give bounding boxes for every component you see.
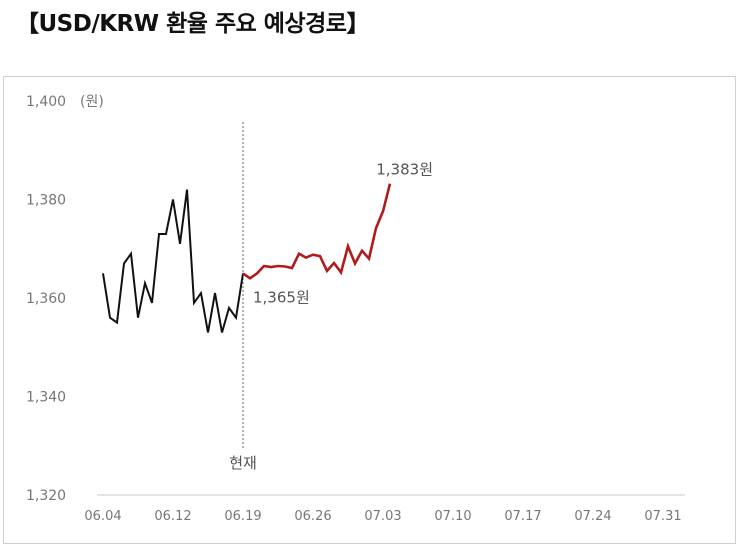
y-unit-label: (원) [80,94,104,110]
x-tick-label: 07.24 [574,509,611,524]
y-tick-label: 1,360 [26,291,66,307]
y-tick-labels: 1,400 1,380 1,360 1,340 1,320 [26,94,66,504]
current-value-label: 1,365원 [253,288,310,306]
end-value-label: 1,383원 [376,161,433,179]
actual-series-line [102,189,244,333]
x-tick-label: 06.19 [224,509,261,524]
x-tick-label: 07.31 [644,509,681,524]
y-tick-label: 1,380 [26,193,66,209]
x-tick-labels: 06.04 06.12 06.19 06.26 07.03 07.10 07.17 07.24… [84,509,681,524]
x-tick-label: 06.26 [294,509,331,524]
y-tick-label: 1,320 [26,488,66,504]
x-tick-label: 07.17 [504,509,541,524]
chart-title: 【USD/KRW 환율 주요 예상경로】 [16,11,369,37]
current-label: 현재 [229,454,257,472]
x-tick-label: 06.04 [84,509,121,524]
x-tick-label: 07.10 [434,509,471,524]
y-tick-label: 1,400 [26,94,66,110]
chart-panel [3,76,736,544]
x-tick-label: 07.03 [364,509,401,524]
y-tick-label: 1,340 [26,390,66,406]
x-tick-label: 06.12 [154,509,191,524]
forecast-series-line [242,183,392,280]
